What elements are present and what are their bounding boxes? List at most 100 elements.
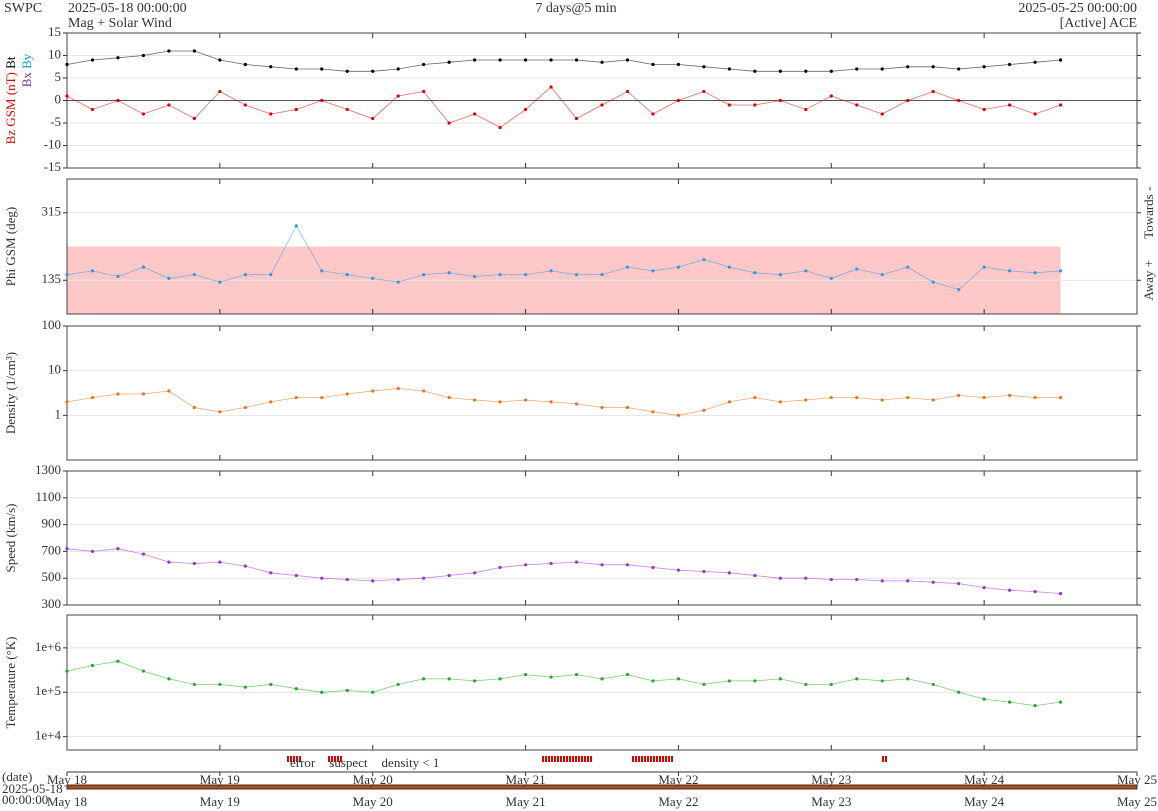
side-label: Away + xyxy=(1141,260,1156,300)
data-point xyxy=(982,697,986,701)
x-tick-label: May 18 xyxy=(47,772,87,787)
data-point xyxy=(1008,62,1012,67)
data-point xyxy=(804,682,808,687)
data-point xyxy=(778,576,782,580)
x-tick-label: May 21 xyxy=(506,772,546,787)
data-point xyxy=(371,69,375,73)
y-axis-label: Phi GSM (deg) xyxy=(3,207,18,286)
data-point xyxy=(498,58,502,62)
x-tick-label: May 21 xyxy=(506,794,546,809)
start-label: 00:00:00 xyxy=(2,792,48,807)
x-tick-label: May 23 xyxy=(811,772,851,787)
data-point xyxy=(676,677,681,681)
data-point xyxy=(651,62,655,67)
data-point xyxy=(600,677,604,681)
data-point xyxy=(804,576,808,580)
series-line xyxy=(66,50,1061,72)
data-point xyxy=(574,273,579,277)
flag-tick xyxy=(885,756,887,762)
flag-tick xyxy=(662,756,664,762)
data-point xyxy=(141,265,146,269)
data-point xyxy=(116,274,120,279)
data-point xyxy=(65,62,69,67)
series-line xyxy=(66,225,1061,291)
data-point xyxy=(727,265,731,269)
data-point xyxy=(829,69,833,73)
data-point xyxy=(1058,700,1063,704)
y-axis-label: Density (1/cm³) xyxy=(3,352,18,434)
data-point xyxy=(90,58,95,62)
y-tick-label: 1 xyxy=(55,406,62,421)
flag-tick xyxy=(290,756,292,762)
data-point xyxy=(651,565,655,570)
data-point xyxy=(422,677,426,681)
data-point xyxy=(676,568,681,572)
data-point xyxy=(829,395,833,400)
data-point xyxy=(574,402,579,406)
flag-tick xyxy=(635,756,637,762)
y-axis-label: Temperature (°K) xyxy=(3,637,18,729)
y-tick-label: -15 xyxy=(44,159,61,174)
data-point xyxy=(549,85,553,89)
data-point xyxy=(651,410,655,414)
data-point xyxy=(167,49,171,53)
y-tick-label: 1e+6 xyxy=(35,639,62,654)
data-point xyxy=(625,58,630,62)
legend-entry: Bx xyxy=(19,72,34,88)
data-point xyxy=(345,577,349,582)
flag-tick xyxy=(572,756,574,762)
data-point xyxy=(880,67,884,71)
data-point xyxy=(345,392,349,396)
legend-entry: By xyxy=(19,53,34,69)
y-tick-label: 300 xyxy=(42,596,62,611)
data-point xyxy=(804,69,808,73)
data-point xyxy=(371,690,375,694)
y-tick-label: 5 xyxy=(55,69,62,84)
data-point xyxy=(218,682,222,687)
data-point xyxy=(855,577,859,582)
data-point xyxy=(320,269,324,273)
panel-frame xyxy=(66,325,1138,461)
data-point xyxy=(320,690,324,694)
x-tick-label: May 25 xyxy=(1117,772,1157,787)
data-point xyxy=(727,571,731,575)
data-point xyxy=(702,65,706,69)
data-point xyxy=(651,112,655,116)
data-point xyxy=(269,65,273,69)
data-point xyxy=(345,273,349,277)
flag-tick xyxy=(659,756,661,762)
flag-tick xyxy=(557,756,559,762)
data-point xyxy=(90,107,95,112)
data-point xyxy=(702,682,706,687)
data-point xyxy=(396,682,400,687)
data-point xyxy=(829,682,833,687)
data-point xyxy=(65,400,69,404)
data-point xyxy=(778,273,782,277)
y-tick-label: -10 xyxy=(44,136,61,151)
data-point xyxy=(294,67,298,71)
data-point xyxy=(141,552,146,556)
data-point xyxy=(1033,395,1037,400)
data-point xyxy=(1033,60,1037,64)
data-point xyxy=(498,273,502,277)
data-point xyxy=(422,89,426,94)
org: SWPC xyxy=(4,1,42,16)
flag-tick xyxy=(647,756,649,762)
flag-tick xyxy=(287,756,289,762)
data-point xyxy=(753,271,757,275)
flag-tick xyxy=(554,756,556,762)
data-point xyxy=(192,405,196,410)
flag-tick xyxy=(569,756,571,762)
data-point xyxy=(294,224,298,228)
data-point xyxy=(269,682,273,687)
flag-tick xyxy=(668,756,670,762)
data-point xyxy=(549,269,553,273)
data-point xyxy=(931,682,935,687)
data-point xyxy=(625,405,630,410)
x-tick-label: May 20 xyxy=(353,772,393,787)
data-point xyxy=(243,564,247,568)
data-point xyxy=(294,573,298,578)
x-tick-label: May 22 xyxy=(658,772,698,787)
data-point xyxy=(957,288,961,292)
data-point xyxy=(600,563,604,567)
